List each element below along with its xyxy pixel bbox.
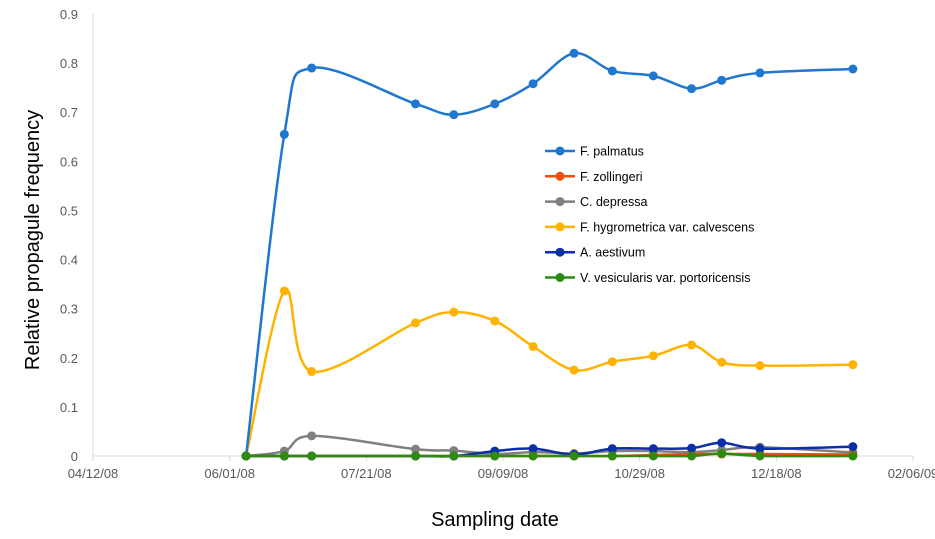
legend-item: A. aestivum — [545, 246, 645, 260]
data-point — [449, 110, 459, 120]
data-point — [307, 367, 317, 377]
y-tick-label: 0.3 — [60, 302, 78, 317]
data-point — [848, 451, 858, 461]
data-point — [449, 307, 459, 317]
data-point — [607, 444, 617, 454]
data-point — [307, 431, 317, 441]
data-point — [607, 66, 617, 76]
data-point — [411, 451, 421, 461]
data-point — [687, 340, 697, 350]
data-point — [848, 360, 858, 370]
series-v-vesicularis-var-portoricensis — [241, 449, 858, 461]
data-point — [279, 451, 289, 461]
x-axis-label: Sampling date — [431, 509, 559, 531]
data-point — [490, 451, 500, 461]
series-f-palmatus — [241, 48, 858, 461]
data-point — [717, 449, 727, 459]
data-point — [648, 351, 658, 361]
data-point — [755, 68, 765, 78]
data-point — [648, 451, 658, 461]
legend-label: F. hygrometrica var. calvescens — [580, 220, 754, 234]
data-point — [687, 451, 697, 461]
data-point — [717, 438, 727, 448]
x-tick-label: 12/18/08 — [751, 466, 802, 481]
data-point — [307, 63, 317, 73]
legend-item: F. zollingeri — [545, 170, 643, 184]
y-tick-label: 0.2 — [60, 351, 78, 366]
data-point — [569, 365, 579, 375]
x-tick-label: 10/29/08 — [614, 466, 665, 481]
legend-label: F. palmatus — [580, 145, 644, 159]
legend-swatch-marker — [555, 146, 565, 156]
data-point — [717, 75, 727, 85]
y-tick-label: 0.8 — [60, 56, 78, 71]
y-axis-label: Relative propagule frequency — [22, 110, 44, 370]
series-line — [244, 52, 853, 457]
x-tick-label: 07/21/08 — [341, 466, 392, 481]
legend-label: V. vesicularis var. portoricensis — [580, 271, 750, 285]
data-point — [528, 451, 538, 461]
legend-item: C. depressa — [545, 195, 647, 209]
series-line — [244, 288, 853, 457]
y-tick-label: 0.5 — [60, 203, 78, 218]
legend-label: C. depressa — [580, 195, 647, 209]
y-tick-label: 0.6 — [60, 154, 78, 169]
data-point — [528, 341, 538, 351]
data-point — [528, 79, 538, 89]
data-point — [569, 451, 579, 461]
data-point — [607, 451, 617, 461]
data-point — [411, 444, 421, 454]
data-point — [569, 48, 579, 58]
data-point — [411, 99, 421, 109]
legend-item: F. palmatus — [545, 145, 644, 159]
x-tick-label: 09/09/08 — [478, 466, 529, 481]
data-point — [648, 444, 658, 454]
legend-swatch-marker — [555, 171, 565, 181]
data-point — [755, 451, 765, 461]
y-tick-label: 0.4 — [60, 253, 78, 268]
x-tick-label: 06/01/08 — [204, 466, 255, 481]
data-point — [848, 64, 858, 74]
data-point — [607, 357, 617, 367]
legend-swatch-marker — [555, 197, 565, 207]
data-point — [717, 357, 727, 367]
data-point — [848, 442, 858, 452]
y-tick-label: 0.9 — [60, 7, 78, 22]
legend-swatch-marker — [555, 247, 565, 257]
legend-label: A. aestivum — [580, 246, 645, 260]
x-tick-label: 02/06/09 — [888, 466, 935, 481]
y-tick-label: 0.7 — [60, 105, 78, 120]
data-point — [279, 286, 289, 296]
data-point — [490, 99, 500, 109]
y-tick-label: 0 — [71, 449, 78, 464]
data-point — [687, 443, 697, 453]
data-point — [528, 444, 538, 454]
data-point — [755, 444, 765, 454]
x-tick-label: 04/12/08 — [68, 466, 119, 481]
series-f-hygrometrica-var-calvescens — [241, 286, 858, 461]
legend-item: V. vesicularis var. portoricensis — [545, 271, 750, 285]
legend-swatch-marker — [555, 273, 565, 282]
legend-item: F. hygrometrica var. calvescens — [545, 220, 754, 234]
data-point — [279, 129, 289, 139]
legend-label: F. zollingeri — [580, 170, 643, 184]
data-point — [755, 361, 765, 371]
data-point — [411, 318, 421, 328]
legend-swatch-marker — [555, 222, 565, 232]
y-tick-label: 0.1 — [60, 400, 78, 415]
data-point — [307, 451, 317, 461]
data-point — [241, 451, 251, 461]
data-point — [687, 84, 697, 94]
data-point — [648, 71, 658, 81]
data-point — [449, 451, 459, 461]
data-point — [490, 316, 500, 326]
